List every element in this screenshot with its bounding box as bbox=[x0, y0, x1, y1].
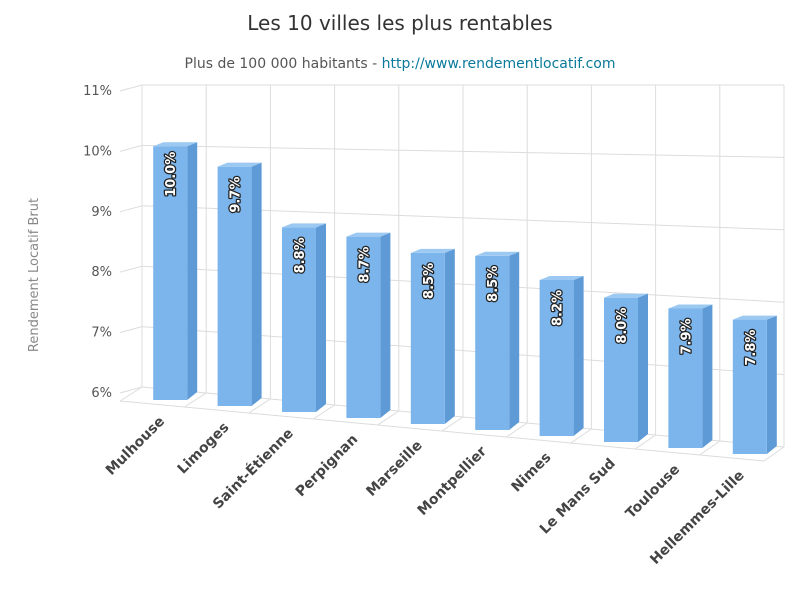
bar-group[interactable]: 8.0% bbox=[604, 293, 648, 442]
gridline-side bbox=[119, 205, 143, 213]
gridline-floor bbox=[441, 416, 464, 432]
gridline-floor bbox=[763, 446, 785, 462]
gridline-floor bbox=[184, 392, 207, 408]
bar[interactable] bbox=[475, 255, 510, 430]
data-label: 8.5% bbox=[422, 263, 437, 299]
bar-side bbox=[187, 142, 198, 401]
gridline-floor bbox=[312, 404, 335, 420]
gridline-side bbox=[119, 386, 143, 394]
bar-group[interactable]: 7.9% bbox=[668, 304, 713, 448]
gridline-side bbox=[119, 144, 143, 152]
data-label: 8.7% bbox=[357, 247, 372, 283]
bar-top bbox=[475, 251, 520, 256]
y-axis-ticks: 6% 7% 8% 9% 10% 11% bbox=[83, 84, 112, 401]
x-tick-label: Le Mans Sud bbox=[537, 456, 619, 538]
gridline-floor bbox=[506, 422, 528, 438]
bar-top bbox=[346, 232, 391, 237]
y-tick-label: 9% bbox=[91, 205, 112, 220]
gridline-floor bbox=[699, 440, 721, 456]
gridline-floor bbox=[634, 434, 656, 450]
bar-side bbox=[702, 304, 713, 448]
gridline-floor bbox=[119, 386, 143, 402]
y-tick-label: 11% bbox=[83, 84, 112, 99]
bar[interactable] bbox=[346, 236, 381, 418]
bar-side bbox=[316, 223, 326, 412]
chart-title: Les 10 villes les plus rentables bbox=[247, 11, 552, 35]
bar-side bbox=[509, 251, 520, 430]
bar[interactable] bbox=[410, 252, 445, 424]
bar-top bbox=[153, 142, 198, 147]
gridline-floor bbox=[248, 398, 271, 414]
x-tick-label: Montpellier bbox=[415, 443, 490, 518]
y-tick-label: 6% bbox=[91, 386, 112, 401]
bar-group[interactable]: 8.5% bbox=[410, 248, 455, 424]
bar-group[interactable]: 8.8% bbox=[282, 223, 326, 412]
bars: 10.0% 9.7% 8.8% 8.7% 8.5% 8.5% 8.2% 8.0% 7.9% 7.8… bbox=[153, 142, 777, 454]
bar-top bbox=[282, 223, 326, 228]
bar-top bbox=[217, 162, 262, 167]
bar-side bbox=[380, 232, 391, 418]
y-tick-label: 8% bbox=[91, 265, 112, 280]
x-tick-label: Toulouse bbox=[623, 462, 683, 522]
bar-group[interactable]: 8.2% bbox=[539, 275, 584, 436]
bar[interactable] bbox=[668, 308, 703, 448]
bar[interactable] bbox=[604, 297, 638, 442]
data-label: 9.7% bbox=[229, 177, 244, 213]
y-axis-label: Rendement Locatif Brut bbox=[27, 198, 42, 352]
bar[interactable] bbox=[153, 146, 188, 400]
subtitle-link[interactable]: http://www.rendementlocatif.com bbox=[382, 56, 616, 72]
data-label: 8.2% bbox=[551, 290, 566, 326]
subtitle-text: Plus de 100 000 habitants - bbox=[185, 56, 382, 72]
bar-side bbox=[638, 293, 648, 442]
gridline-floor bbox=[570, 428, 592, 444]
data-label: 7.8% bbox=[744, 330, 759, 366]
data-label: 10.0% bbox=[164, 152, 179, 197]
bar-side bbox=[573, 275, 584, 436]
x-tick-label: Limoges bbox=[175, 420, 233, 478]
data-label: 8.5% bbox=[486, 266, 501, 302]
bar-top bbox=[539, 275, 584, 280]
gridline-side bbox=[119, 84, 143, 92]
bar-top bbox=[604, 293, 648, 298]
data-label: 8.0% bbox=[615, 308, 630, 344]
bar[interactable] bbox=[282, 227, 316, 412]
bar-top bbox=[410, 248, 455, 253]
x-tick-label: Nimes bbox=[509, 450, 555, 496]
bar[interactable] bbox=[217, 166, 252, 406]
chart-grid bbox=[119, 84, 785, 462]
bar-group[interactable]: 8.5% bbox=[475, 251, 520, 430]
x-tick-label: Mulhouse bbox=[103, 414, 168, 479]
y-tick-label: 10% bbox=[83, 144, 112, 159]
bar[interactable] bbox=[539, 279, 574, 436]
bar-group[interactable]: 7.8% bbox=[732, 315, 777, 454]
bar-top bbox=[668, 304, 713, 309]
x-tick-label: Perpignan bbox=[293, 432, 362, 501]
x-tick-label: Marseille bbox=[363, 438, 425, 500]
gridline-side bbox=[119, 265, 143, 273]
bar-group[interactable]: 10.0% bbox=[153, 142, 198, 401]
bar-group[interactable]: 9.7% bbox=[217, 162, 262, 406]
chart-subtitle: Plus de 100 000 habitants - http://www.r… bbox=[185, 56, 616, 72]
y-tick-label: 7% bbox=[91, 326, 112, 341]
gridline-floor bbox=[377, 410, 400, 426]
bar-side bbox=[444, 248, 455, 424]
gridline-side bbox=[119, 326, 143, 334]
data-label: 7.9% bbox=[679, 318, 694, 354]
bar-side bbox=[766, 315, 777, 454]
bar-side bbox=[251, 162, 262, 406]
bar-top bbox=[732, 315, 777, 320]
bar[interactable] bbox=[732, 319, 767, 454]
data-label: 8.8% bbox=[293, 237, 308, 273]
floor-edge bbox=[119, 400, 765, 462]
bar-group[interactable]: 8.7% bbox=[346, 232, 391, 418]
